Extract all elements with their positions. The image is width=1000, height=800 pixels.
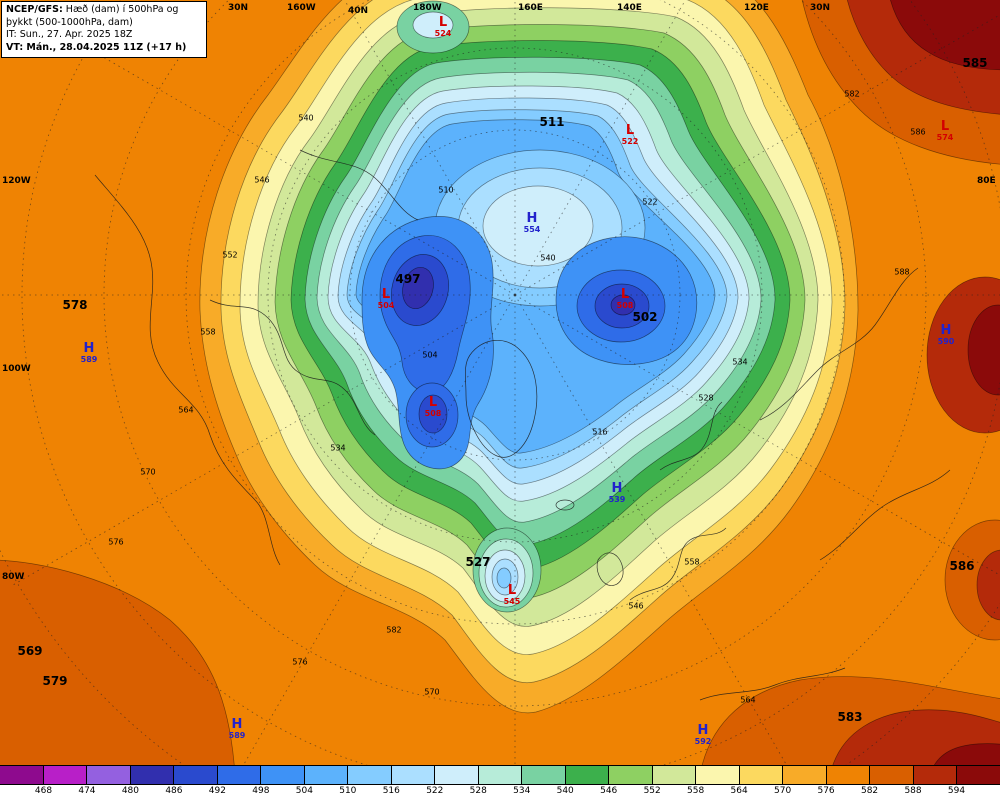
colorbar-labels: 468 474 480 486 492 498 504 510 516 522 528 534 540 5… — [0, 785, 1000, 799]
colorbar-swatches — [0, 765, 1000, 785]
coastline — [819, 469, 951, 561]
colorbar: 468 474 480 486 492 498 504 510 516 522 528 534 540 5… — [0, 765, 1000, 800]
colorbar-label: 480 — [121, 786, 140, 796]
top-low-ring — [412, 11, 454, 39]
colorbar-swatch — [478, 766, 523, 784]
colorbar-swatch — [43, 766, 88, 784]
colorbar-label: 492 — [208, 786, 226, 796]
colorbar-swatch — [870, 766, 914, 784]
cold-core — [418, 394, 448, 434]
legend-line-2: þykkt (500-1000hPa, dam) — [6, 16, 133, 28]
colorbar-swatch — [609, 766, 653, 784]
coastline — [699, 667, 846, 701]
top-edge-low — [396, 0, 470, 54]
warm-patch — [934, 743, 1000, 765]
south-trough-pocket — [472, 527, 542, 613]
colorbar-swatch — [652, 766, 697, 784]
colorbar-label: 474 — [78, 786, 96, 796]
colorbar-label: 468 — [34, 786, 53, 796]
latitude-circle — [103, 0, 927, 707]
colorbar-swatch — [913, 766, 958, 784]
colorbar-swatch — [435, 766, 479, 784]
colorbar-label: 522 — [426, 786, 444, 796]
colorbar-label: 564 — [730, 786, 748, 796]
colorbar-label: 534 — [513, 786, 531, 796]
colorbar-swatch — [304, 766, 349, 784]
colorbar-label: 528 — [469, 786, 487, 796]
colorbar-label: 510 — [339, 786, 357, 796]
coastline — [209, 299, 376, 436]
map-canvas: 30N 160W 40N 180W 160E 140E 120E 30N 120W 100W 80W… — [0, 0, 1000, 765]
coastline — [299, 149, 419, 221]
model-desc: Hæð (dam) í 500hPa og — [62, 4, 179, 15]
colorbar-swatch — [783, 766, 827, 784]
coastlines — [94, 149, 951, 701]
colorbar-swatch — [522, 766, 566, 784]
colorbar-label: 576 — [817, 786, 835, 796]
colorbar-label: 588 — [904, 786, 922, 796]
graticule — [0, 0, 1000, 765]
coastline — [596, 552, 624, 586]
colorbar-label: 540 — [556, 786, 574, 796]
coastline — [629, 527, 727, 601]
colorbar-swatch — [739, 766, 784, 784]
legend-init-time: IT: Sun., 27. Apr. 2025 18Z — [6, 29, 133, 41]
coastline — [94, 174, 281, 566]
colorbar-label: 504 — [295, 786, 313, 796]
colorbar-swatch — [391, 766, 436, 784]
coastline — [659, 401, 723, 471]
colorbar-swatch — [174, 766, 218, 784]
colorbar-label: 570 — [774, 786, 792, 796]
warm-patch — [0, 559, 235, 765]
legend-valid-time: VT: Mán., 28.04.2025 11Z (+17 h) — [6, 41, 187, 53]
trough-ring — [496, 567, 512, 589]
title-legend-box: NCEP/GFS: Hæð (dam) í 500hPa og þykkt (5… — [1, 1, 207, 59]
model-name: NCEP/GFS: — [6, 4, 63, 15]
colorbar-label: 516 — [382, 786, 400, 796]
colorbar-swatch — [957, 766, 1000, 784]
legend-line-1: NCEP/GFS: Hæð (dam) í 500hPa og — [6, 4, 202, 17]
coastline — [759, 267, 919, 421]
colorbar-swatch — [217, 766, 262, 784]
latitude-circle — [267, 47, 763, 543]
warm-patches — [0, 0, 1000, 765]
cold-core — [402, 266, 434, 310]
colorbar-label: 552 — [643, 786, 661, 796]
colorbar-label: 582 — [860, 786, 879, 796]
coastline — [555, 499, 575, 511]
warm-patch — [976, 549, 1000, 621]
warm-patch — [967, 304, 1000, 396]
colorbar-label: 486 — [165, 786, 183, 796]
colorbar-label: 546 — [600, 786, 618, 796]
coastline — [465, 339, 538, 458]
colorbar-swatch — [87, 766, 131, 784]
latitude-circle — [185, 0, 845, 625]
colorbar-label: 594 — [947, 786, 966, 796]
colorbar-swatch — [696, 766, 740, 784]
colorbar-swatch — [565, 766, 610, 784]
colorbar-swatch — [261, 766, 305, 784]
colorbar-label: 498 — [252, 786, 270, 796]
pale-center — [482, 185, 594, 267]
colorbar-swatch — [0, 766, 44, 784]
colorbar-swatch — [826, 766, 871, 784]
cold-core — [610, 294, 636, 316]
colorbar-swatch — [130, 766, 175, 784]
colorbar-swatch — [348, 766, 392, 784]
colorbar-label: 558 — [687, 786, 705, 796]
map-svg — [0, 0, 1000, 765]
cold-cores — [361, 216, 698, 470]
